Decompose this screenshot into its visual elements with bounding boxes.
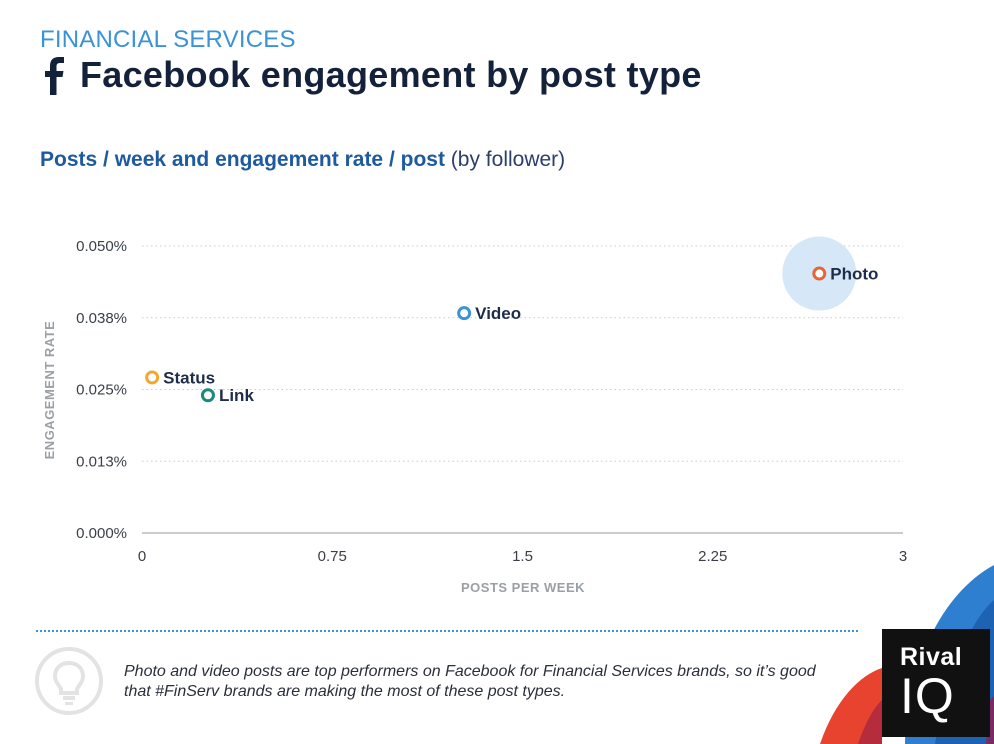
data-point-link <box>200 388 215 403</box>
x-tick-labels: 0 0.75 1.5 2.25 3 <box>138 548 907 565</box>
title-row: Facebook engagement by post type <box>40 54 702 96</box>
data-label-link: Link <box>219 386 254 405</box>
scatter-chart: 0.000% 0.013% 0.025% 0.038% 0.050% 0 0.75 1.5 2… <box>42 236 907 595</box>
subtitle-note: (by follower) <box>450 148 566 171</box>
y-tick-label: 0.038% <box>76 310 127 327</box>
y-tick-label: 0.013% <box>76 453 127 470</box>
x-axis-label: POSTS PER WEEK <box>461 580 585 595</box>
facebook-icon <box>40 55 68 95</box>
x-tick-label: 0 <box>138 548 146 565</box>
y-tick-labels: 0.000% 0.013% 0.025% 0.038% 0.050% <box>76 238 127 542</box>
data-label-photo: Photo <box>830 265 878 284</box>
logo-text-rival: Rival <box>900 643 963 671</box>
insight-text: Photo and video posts are top performers… <box>124 663 816 700</box>
data-point-photo <box>812 266 827 281</box>
x-tick-label: 2.25 <box>698 548 727 565</box>
grid-lines <box>142 245 903 534</box>
y-tick-label: 0.050% <box>76 238 127 255</box>
x-tick-label: 1.5 <box>512 548 533 565</box>
y-axis-label: ENGAGEMENT RATE <box>42 321 57 460</box>
rival-iq-logo: Rival IQ <box>882 629 990 737</box>
y-tick-label: 0.000% <box>76 525 127 542</box>
data-point-video <box>457 306 472 321</box>
logo-text-iq: IQ <box>900 668 955 724</box>
data-label-video: Video <box>475 304 521 323</box>
x-tick-label: 3 <box>899 548 907 565</box>
category-kicker: FINANCIAL SERVICES <box>40 26 296 53</box>
y-tick-label: 0.025% <box>76 382 127 399</box>
chart-subtitle: Posts / week and engagement rate / post … <box>40 148 565 172</box>
subtitle-main: Posts / week and engagement rate / post <box>40 148 445 171</box>
x-tick-label: 0.75 <box>318 548 347 565</box>
data-point-status <box>145 370 160 385</box>
lightbulb-icon <box>34 646 104 716</box>
chart-title: Facebook engagement by post type <box>80 54 702 95</box>
data-label-status: Status <box>163 368 215 387</box>
section-divider <box>36 630 858 632</box>
